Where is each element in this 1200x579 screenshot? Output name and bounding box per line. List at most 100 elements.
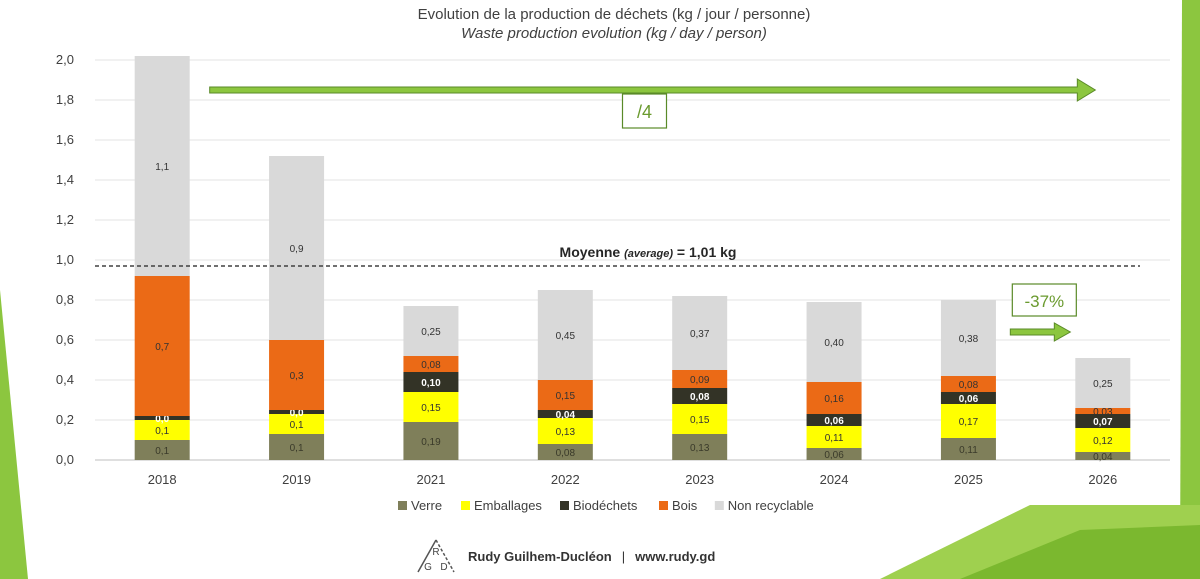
data-label: 0,03 xyxy=(1093,407,1113,418)
bar-segment xyxy=(134,276,190,416)
chart-title: Evolution de la production de déchets (k… xyxy=(418,6,811,23)
legend-label: Bois xyxy=(672,498,698,513)
legend-label: Non recyclable xyxy=(728,498,814,513)
bar-segment xyxy=(940,300,996,376)
bar-segment xyxy=(940,376,996,392)
bar-segment xyxy=(269,414,325,434)
bar-segment xyxy=(1075,408,1131,414)
annotations: /4 -37% xyxy=(209,78,1097,342)
data-label: 0,10 xyxy=(421,378,441,389)
x-tick-label: 2021 xyxy=(416,472,445,487)
data-label: 0,19 xyxy=(421,437,441,448)
data-label: 0,9 xyxy=(290,244,304,255)
data-label: 0,1 xyxy=(155,446,169,457)
data-label: 0,08 xyxy=(959,380,979,391)
bar-segment xyxy=(806,302,862,382)
average-label: Moyenne (average) = 1,01 kg xyxy=(560,244,737,260)
data-label: 0,15 xyxy=(690,415,710,426)
annotation-divide-four: /4 xyxy=(637,102,652,122)
bar-segment xyxy=(672,296,728,370)
legend-swatch xyxy=(714,501,724,510)
data-label: 0,25 xyxy=(1093,379,1113,390)
data-label: 0,40 xyxy=(824,338,844,349)
y-tick-label: 0,2 xyxy=(56,412,74,427)
footer: R G D Rudy Guilhem-Ducléon | www.rudy.gd xyxy=(414,536,715,576)
y-tick-label: 1,8 xyxy=(56,92,74,107)
y-tick-label: 1,6 xyxy=(56,132,74,147)
data-label: 0,0 xyxy=(290,408,304,419)
bar-segment xyxy=(806,426,862,448)
data-label: 0,3 xyxy=(290,371,304,382)
y-axis: 0,0 0,2 0,4 0,6 0,8 1,0 1,2 1,4 1,6 1,8 2,0 xyxy=(56,52,74,467)
bar-segment xyxy=(806,414,862,426)
right-green-stripe xyxy=(1180,0,1200,579)
bar-segment xyxy=(537,380,593,410)
legend-label: Emballages xyxy=(474,498,542,513)
data-label: 0,08 xyxy=(421,360,441,371)
y-tick-label: 0,0 xyxy=(56,452,74,467)
logo-letter-d: D xyxy=(440,562,447,573)
x-tick-label: 2026 xyxy=(1088,472,1117,487)
legend-swatch xyxy=(560,501,569,510)
footer-author: Rudy Guilhem-Ducléon xyxy=(468,548,612,564)
average-line-group: Moyenne (average) = 1,01 kg xyxy=(95,244,1140,267)
data-label: 0,08 xyxy=(690,392,710,403)
data-label: 0,38 xyxy=(959,334,979,345)
bar-segment xyxy=(672,370,728,388)
average-label-note: (average) xyxy=(624,248,673,260)
footer-website[interactable]: www.rudy.gd xyxy=(635,548,716,564)
bar-segment xyxy=(269,156,325,340)
bar-segment xyxy=(940,438,996,460)
x-tick-label: 2025 xyxy=(954,472,983,487)
rgd-logo: R G D xyxy=(417,539,455,573)
chart-subtitle: Waste production evolution (kg / day / p… xyxy=(461,25,767,42)
legend-swatch xyxy=(659,501,668,510)
logo-letter-r: R xyxy=(432,547,439,558)
data-label: 0,11 xyxy=(959,445,978,456)
bar-segment xyxy=(134,56,190,276)
data-label: 0,37 xyxy=(690,329,710,340)
bars: 0,10,10,00,71,10,10,10,00,30,90,190,150,… xyxy=(134,56,1131,463)
bottom-right-green-stripes-dark xyxy=(960,525,1200,579)
y-tick-label: 0,8 xyxy=(56,292,74,307)
data-label: 0,15 xyxy=(421,403,441,414)
x-tick-label: 2024 xyxy=(820,472,849,487)
annotation-minus-37: -37% xyxy=(1024,292,1064,311)
bar-segment xyxy=(134,416,190,420)
data-label: 0,08 xyxy=(556,448,576,459)
annotation-box xyxy=(1011,283,1077,317)
data-label: 0,06 xyxy=(824,416,844,427)
logo-letter-g: G xyxy=(424,562,432,573)
x-tick-label: 2023 xyxy=(685,472,714,487)
x-axis: 2018 2019 2021 2022 2023 2024 2025 2026 xyxy=(148,472,1118,487)
average-label-value: = 1,01 kg xyxy=(673,244,736,260)
bar-segment xyxy=(537,444,593,460)
x-tick-label: 2019 xyxy=(282,472,311,487)
legend-label: Biodéchets xyxy=(573,498,638,513)
data-label: 0,04 xyxy=(1093,452,1113,463)
left-green-triangle xyxy=(0,290,28,579)
y-tick-label: 1,2 xyxy=(56,212,74,227)
bar-segment xyxy=(940,404,996,438)
data-label: 0,04 xyxy=(556,410,576,421)
data-label: 0,17 xyxy=(959,417,979,428)
arrow-short xyxy=(1009,322,1072,342)
legend-swatch xyxy=(398,501,407,510)
bar-segment xyxy=(537,418,593,444)
data-label: 0,16 xyxy=(824,394,844,405)
bar-segment xyxy=(1075,414,1131,428)
data-label: 0,1 xyxy=(290,420,304,431)
bar-segment xyxy=(1075,452,1131,460)
data-label: 0,06 xyxy=(959,394,979,405)
legend: Verre Emballages Biodéchets Bois Non recycla… xyxy=(398,498,814,513)
bar-segment xyxy=(806,448,862,460)
y-tick-label: 1,0 xyxy=(56,252,74,267)
data-label: 0,13 xyxy=(690,443,710,454)
y-tick-label: 1,4 xyxy=(56,172,74,187)
y-tick-label: 2,0 xyxy=(56,52,74,67)
bar-segment xyxy=(806,382,862,414)
bar-segment xyxy=(1075,428,1131,452)
legend-label: Verre xyxy=(411,498,442,513)
bar-segment xyxy=(672,404,728,434)
